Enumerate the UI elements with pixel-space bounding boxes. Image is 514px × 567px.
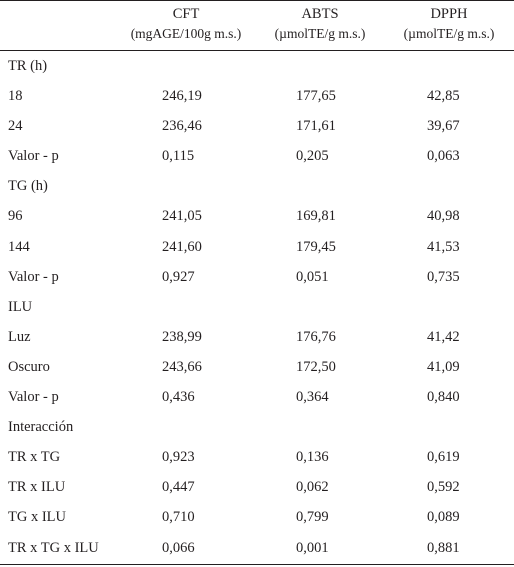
table-row: 144 241,60 179,45 41,53 [0,232,514,262]
cell-dpph: 0,592 [427,479,460,496]
row-label: TR x TG [8,449,61,466]
table-row: 24 236,46 171,61 39,67 [0,111,514,141]
row-label: TR x TG x ILU [8,539,99,556]
cell-dpph: 41,53 [427,238,460,255]
header-dpph-unit: (µmolTE/g m.s.) [403,26,495,41]
cell-cft: 0,447 [162,479,195,496]
cell-dpph: 0,735 [427,268,460,285]
row-label: Valor - p [8,389,59,406]
header-cft-name: CFT [172,6,200,22]
table-row: TG (h) [0,171,514,201]
cell-abts: 0,799 [296,509,329,526]
row-label: 96 [8,208,23,225]
cell-dpph: 0,063 [427,148,460,165]
cell-cft: 241,05 [162,208,202,225]
table-body: TR (h) 18 246,19 177,65 42,85 24 236,46 … [0,51,514,563]
row-label: Valor - p [8,148,59,165]
cell-dpph: 41,09 [427,358,460,375]
row-label: 18 [8,88,23,105]
cell-dpph: 0,840 [427,389,460,406]
header-abts-unit: (µmolTE/g m.s.) [274,26,366,41]
row-label: Luz [8,328,31,345]
header-cft: CFT (mgAGE/100g m.s.) [106,4,266,44]
row-label: TG (h) [8,178,48,195]
table-row: Oscuro 243,66 172,50 41,09 [0,352,514,382]
row-label: Valor - p [8,268,59,285]
header-dpph-name: DPPH [430,6,468,22]
cell-abts: 171,61 [296,118,336,135]
table-row: Luz 238,99 176,76 41,42 [0,322,514,352]
table-top-rule [0,0,514,1]
row-label: Oscuro [8,358,50,375]
cell-abts: 0,051 [296,268,329,285]
cell-cft: 0,927 [162,268,195,285]
cell-cft: 246,19 [162,88,202,105]
header-cft-unit: (mgAGE/100g m.s.) [130,26,242,41]
table-row: ILU [0,292,514,322]
table-row: Valor - p 0,927 0,051 0,735 [0,262,514,292]
cell-dpph: 42,85 [427,88,460,105]
cell-dpph: 39,67 [427,118,460,135]
cell-cft: 0,115 [162,148,195,165]
cell-abts: 0,062 [296,479,329,496]
cell-cft: 241,60 [162,238,202,255]
cell-cft: 243,66 [162,358,202,375]
cell-dpph: 41,42 [427,328,460,345]
row-label: TR (h) [8,58,48,74]
cell-cft: 0,066 [162,539,195,556]
table-header: CFT (mgAGE/100g m.s.) ABTS (µmolTE/g m.s… [0,4,514,48]
cell-cft: 238,99 [162,328,202,345]
row-label: ILU [8,298,33,315]
header-abts: ABTS (µmolTE/g m.s.) [263,4,377,44]
row-label: Interacción [8,419,74,436]
cell-cft: 236,46 [162,118,202,135]
row-label: 24 [8,118,23,135]
cell-abts: 172,50 [296,358,336,375]
cell-cft: 0,923 [162,449,195,466]
table-bottom-rule [0,564,514,565]
table-row: TR x TG 0,923 0,136 0,619 [0,442,514,472]
table-row: 18 246,19 177,65 42,85 [0,81,514,111]
cell-cft: 0,710 [162,509,195,526]
row-label: 144 [8,238,30,255]
cell-cft: 0,436 [162,389,195,406]
header-rule [0,50,514,51]
cell-abts: 0,364 [296,389,329,406]
row-label: TR x ILU [8,479,66,496]
table-row: TR (h) [0,51,514,81]
table-row: TG x ILU 0,710 0,799 0,089 [0,502,514,532]
row-label: TG x ILU [8,509,66,526]
cell-abts: 0,205 [296,148,329,165]
cell-abts: 0,001 [296,539,329,556]
header-dpph: DPPH (µmolTE/g m.s.) [390,4,508,44]
cell-dpph: 0,089 [427,509,460,526]
cell-dpph: 0,881 [427,539,460,556]
cell-dpph: 40,98 [427,208,460,225]
cell-dpph: 0,619 [427,449,460,466]
table-row: 96 241,05 169,81 40,98 [0,201,514,231]
cell-abts: 0,136 [296,449,329,466]
table-row: TR x TG x ILU 0,066 0,001 0,881 [0,533,514,563]
table-row: Valor - p 0,436 0,364 0,840 [0,382,514,412]
cell-abts: 179,45 [296,238,336,255]
table-row: Interacción [0,412,514,442]
cell-abts: 176,76 [296,328,336,345]
cell-abts: 177,65 [296,88,336,105]
table-row: Valor - p 0,115 0,205 0,063 [0,141,514,171]
header-abts-name: ABTS [301,6,339,22]
cell-abts: 169,81 [296,208,336,225]
table-row: TR x ILU 0,447 0,062 0,592 [0,472,514,502]
